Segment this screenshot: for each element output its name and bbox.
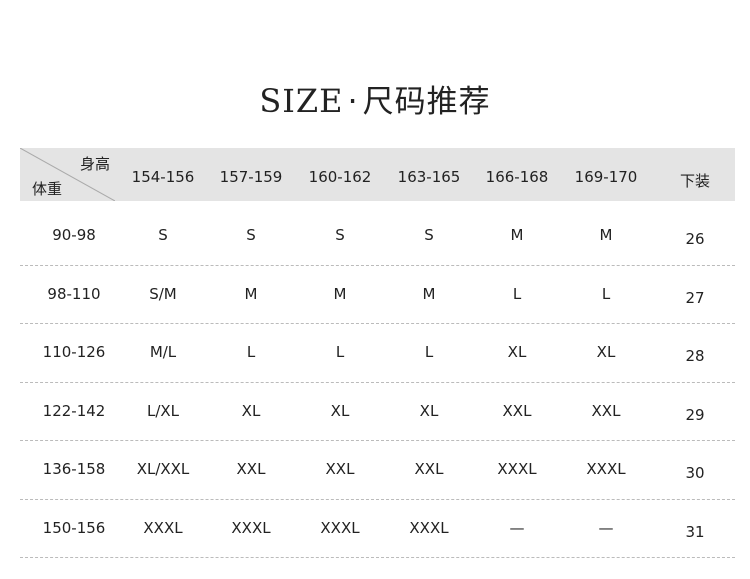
bottom-size-cell: 27: [685, 288, 705, 307]
size-cell: —: [509, 518, 525, 537]
bottom-size-cell: 31: [685, 522, 705, 541]
size-cell: XXXL: [231, 518, 271, 537]
size-cell: M: [333, 284, 347, 303]
size-cell: M: [422, 284, 436, 303]
size-cell: M: [244, 284, 258, 303]
column-header: 163-165: [397, 168, 461, 186]
weight-label: 体重: [32, 180, 63, 198]
size-cell: S: [424, 226, 434, 244]
size-cell: XL: [507, 343, 527, 361]
table-row: 110-126 M/L L L L XL XL 28: [20, 323, 735, 383]
table-row: 98-110 S/M M M M L L 27: [20, 265, 735, 324]
weight-cell: 110-126: [42, 343, 106, 361]
size-cell: XXXL: [320, 518, 360, 537]
size-cell: S/M: [149, 284, 177, 303]
table-row: 150-156 XXXL XXXL XXXL XXXL — — 31: [20, 499, 735, 558]
table-row: 136-158 XL/XXL XXL XXL XXL XXXL XXXL 30: [20, 440, 735, 500]
title-zh: 尺码推荐: [362, 84, 491, 120]
size-cell: XL: [419, 401, 439, 420]
bottom-size-cell: 26: [685, 230, 705, 248]
size-cell: XL: [330, 401, 350, 420]
size-cell: S: [335, 226, 345, 244]
size-cell: XL: [241, 401, 261, 420]
size-cell: —: [598, 518, 614, 537]
column-header: 157-159: [219, 168, 283, 186]
table-row: 122-142 L/XL XL XL XL XXL XXL 29: [20, 382, 735, 441]
weight-cell: 98-110: [47, 284, 101, 303]
column-header: 169-170: [574, 168, 638, 186]
size-cell: XXXL: [143, 518, 183, 537]
size-cell: L: [335, 343, 345, 361]
bottom-size-cell: 29: [685, 405, 705, 424]
weight-cell: 122-142: [42, 401, 106, 420]
size-cell: XXL: [502, 401, 532, 420]
size-cell: XXL: [414, 460, 444, 478]
column-header: 下装: [679, 172, 710, 190]
size-cell: XXXL: [497, 460, 537, 478]
table-header: 身高 体重 154-156 157-159 160-162 163-165 166-16…: [20, 148, 735, 201]
bottom-size-cell: 28: [685, 347, 705, 365]
size-cell: XL/XXL: [136, 460, 190, 478]
column-header: 154-156: [131, 168, 195, 186]
size-cell: M/L: [149, 343, 177, 361]
title-en: SIZE: [259, 82, 344, 120]
size-cell: L: [424, 343, 434, 361]
size-cell: XXL: [236, 460, 266, 478]
weight-cell: 90-98: [52, 226, 96, 244]
size-cell: XXXL: [409, 518, 449, 537]
page-title: SIZE · 尺码推荐: [0, 76, 750, 121]
size-cell: S: [246, 226, 256, 244]
diagonal-divider: [20, 148, 115, 201]
bottom-size-cell: 30: [685, 464, 705, 482]
title-separator: ·: [347, 82, 359, 120]
size-cell: XL: [596, 343, 616, 361]
size-cell: L/XL: [146, 401, 180, 420]
size-cell: M: [599, 226, 613, 244]
column-header: 166-168: [485, 168, 549, 186]
size-cell: XXXL: [586, 460, 626, 478]
weight-cell: 136-158: [42, 460, 106, 478]
size-cell: L: [601, 284, 611, 303]
weight-cell: 150-156: [42, 518, 106, 537]
size-cell: M: [510, 226, 524, 244]
table-row: 90-98 S S S S M M 26: [20, 206, 735, 266]
size-cell: XXL: [591, 401, 621, 420]
height-label: 身高: [80, 155, 111, 173]
size-cell: XXL: [325, 460, 355, 478]
size-cell: L: [246, 343, 256, 361]
size-cell: S: [158, 226, 168, 244]
size-cell: L: [512, 284, 522, 303]
column-header: 160-162: [308, 168, 372, 186]
